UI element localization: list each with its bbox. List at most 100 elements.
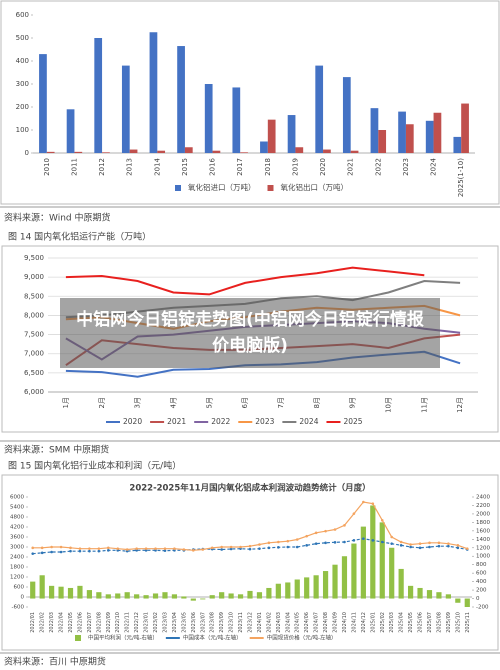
- x-tick-label: 2025/07: [427, 612, 433, 633]
- x-tick-label: 2025/11: [465, 612, 471, 633]
- y2-tick-label: 600: [476, 571, 487, 577]
- point: [305, 544, 308, 547]
- legend-label: 2020: [123, 417, 142, 426]
- y-tick-label: 6,000: [24, 388, 44, 396]
- x-tick-label: 2024/03: [276, 612, 282, 633]
- bar: [398, 111, 406, 153]
- point: [163, 549, 167, 552]
- bar: [247, 590, 253, 599]
- y-tick-label: 6000: [10, 495, 24, 501]
- x-tick-label: 2017: [236, 158, 244, 176]
- point: [428, 541, 431, 545]
- y2-tick-label: 1800: [476, 520, 490, 526]
- x-tick-label: 2023/03: [162, 612, 168, 633]
- point: [50, 550, 53, 554]
- point: [447, 544, 450, 548]
- point: [248, 547, 252, 551]
- bar: [398, 568, 404, 599]
- bar: [260, 141, 268, 153]
- bar: [332, 564, 338, 599]
- y-tick-label: 4200: [10, 525, 24, 531]
- x-tick-label: 2015: [181, 158, 189, 176]
- bar: [351, 543, 357, 599]
- point: [201, 548, 205, 551]
- point: [447, 542, 450, 545]
- x-tick-label: 2025/04: [399, 612, 405, 633]
- x-tick-label: 2025/01: [370, 612, 376, 633]
- y2-tick-label: 1600: [476, 528, 490, 534]
- bar: [30, 581, 36, 599]
- point: [97, 549, 101, 553]
- point: [31, 546, 35, 550]
- point: [380, 519, 384, 522]
- point: [258, 547, 261, 550]
- bar: [237, 594, 244, 599]
- y-tick-label: 300: [16, 80, 29, 88]
- x-tick-label: 2016: [209, 157, 217, 175]
- bar: [304, 577, 310, 599]
- x-tick-label: 2022/09: [106, 612, 112, 633]
- point: [69, 549, 72, 553]
- point: [380, 540, 384, 544]
- y-tick-label: 600: [14, 585, 25, 591]
- y-tick-label: 2400: [10, 555, 24, 561]
- point: [352, 539, 356, 542]
- y-tick-label: 1200: [10, 575, 24, 581]
- bar: [58, 586, 64, 599]
- point: [144, 547, 148, 550]
- bar: [228, 593, 234, 599]
- frame: [0, 0, 500, 205]
- bar: [94, 38, 103, 153]
- bar: [295, 147, 304, 153]
- bar: [378, 130, 387, 153]
- x-tick-label: 2024/05: [295, 612, 301, 633]
- x-tick-label: 2022/11: [125, 612, 131, 633]
- x-tick-label: 2025/06: [418, 612, 424, 633]
- legend-swatch: [175, 185, 181, 191]
- x-tick-label: 2023/05: [181, 612, 187, 633]
- chart-title: 2022-2025年11月国内氧化铝成本利润波动趋势统计（月度）: [129, 483, 370, 494]
- x-tick-label: 2024/06: [304, 612, 310, 633]
- point: [333, 528, 337, 531]
- x-tick-label: 2021: [347, 158, 355, 176]
- legend-label: 中国成本（元/吨-左轴）: [183, 634, 242, 642]
- y2-tick-label: 0: [476, 596, 480, 602]
- point: [239, 545, 242, 549]
- point: [182, 548, 186, 551]
- x-tick-label: 2025/02: [380, 612, 386, 633]
- point: [125, 548, 129, 551]
- bar: [212, 150, 221, 153]
- x-tick-label: 2024/10: [342, 612, 348, 633]
- x-tick-label: 3月: [134, 397, 142, 408]
- point: [154, 547, 157, 550]
- x-tick-label: 11月: [420, 397, 428, 413]
- bar: [39, 54, 47, 153]
- point: [220, 545, 223, 549]
- x-tick-label: 2022/08: [96, 612, 102, 633]
- y-tick-label: 7,000: [24, 350, 44, 358]
- y-tick-label: 9,000: [24, 273, 44, 281]
- bar: [426, 590, 433, 599]
- x-tick-label: 2023/07: [200, 612, 206, 633]
- x-tick-label: 7月: [277, 397, 285, 408]
- x-tick-label: 2月: [98, 397, 106, 408]
- bar: [285, 582, 291, 599]
- x-tick-label: 2024/07: [314, 612, 320, 633]
- x-tick-label: 2025/08: [436, 612, 442, 633]
- point: [78, 547, 82, 550]
- point: [295, 545, 299, 549]
- y-tick-label: 100: [16, 126, 29, 134]
- bar: [266, 587, 272, 599]
- bar: [171, 594, 178, 599]
- point: [352, 512, 356, 515]
- bar: [313, 575, 319, 599]
- x-tick-label: 2013: [126, 158, 134, 176]
- bar: [152, 593, 159, 599]
- bar: [102, 152, 110, 153]
- y-tick-label: 5400: [10, 505, 24, 511]
- x-tick-label: 8月: [313, 397, 321, 408]
- bar: [115, 593, 121, 599]
- y2-tick-label: 1400: [476, 537, 490, 543]
- point: [210, 546, 214, 550]
